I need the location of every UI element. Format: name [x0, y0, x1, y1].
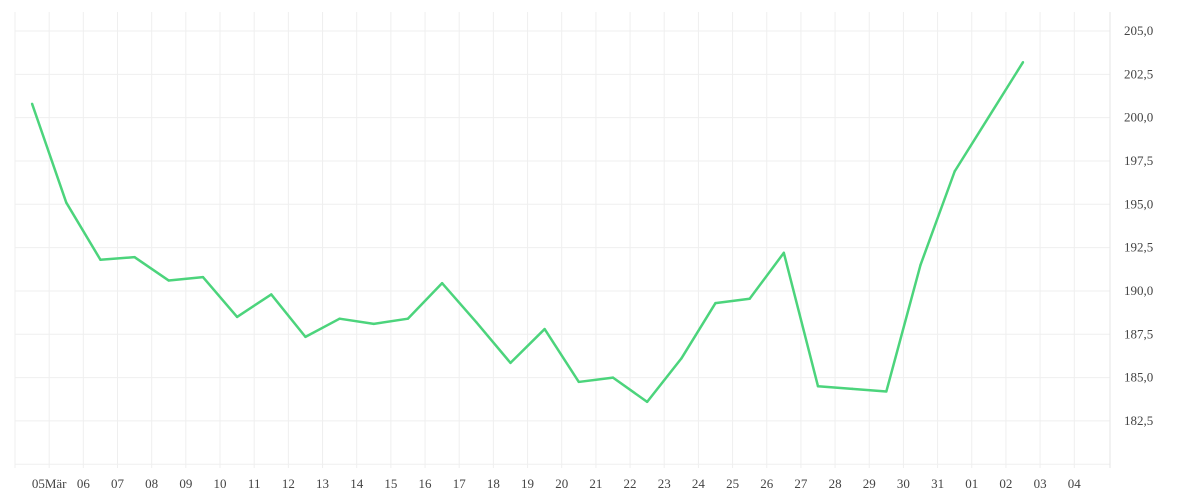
x-tick-label: 17 [453, 476, 467, 491]
data-point [953, 170, 956, 173]
y-tick-label: 192,5 [1124, 240, 1153, 255]
x-tick-label: 16 [419, 476, 433, 491]
data-point [577, 380, 581, 384]
x-tick-label: 23 [658, 476, 671, 491]
x-tick-label: 11 [248, 476, 261, 491]
series-line [30, 61, 1025, 404]
y-tick-label: 200,0 [1124, 110, 1153, 125]
data-point [850, 387, 854, 391]
x-tick-label: 25 [726, 476, 739, 491]
data-point [133, 255, 136, 259]
x-tick-label: 28 [829, 476, 842, 491]
data-point [30, 102, 34, 105]
y-tick-label: 205,0 [1124, 23, 1153, 38]
x-tick-label: 18 [487, 476, 500, 491]
data-point [440, 281, 444, 285]
x-tick-label: 07 [111, 476, 125, 491]
data-point [782, 251, 786, 255]
x-tick-label: 03 [1034, 476, 1047, 491]
data-point [509, 361, 512, 365]
data-point [201, 275, 205, 279]
data-point [1021, 60, 1025, 64]
x-tick-label: 10 [214, 476, 227, 491]
x-tick-label: 13 [316, 476, 329, 491]
x-tick-label: 04 [1068, 476, 1082, 491]
x-tick-label: 08 [145, 476, 158, 491]
x-tick-label: 21 [589, 476, 602, 491]
x-tick-label: 22 [624, 476, 637, 491]
data-point [406, 317, 410, 320]
x-tick-label: 19 [521, 476, 534, 491]
y-tick-label: 202,5 [1124, 66, 1153, 81]
x-tick-label: 31 [931, 476, 944, 491]
data-point [748, 297, 751, 300]
series-group [30, 60, 1025, 404]
data-point [987, 115, 991, 118]
data-point [816, 385, 820, 388]
data-point [99, 258, 102, 261]
x-tick-label: 30 [897, 476, 910, 491]
x-tick-label: 06 [77, 476, 91, 491]
x-tick-label: 01 [965, 476, 978, 491]
x-tick-label: 15 [384, 476, 397, 491]
data-point [885, 390, 888, 393]
x-tick-label: 29 [863, 476, 876, 491]
data-point [645, 400, 649, 404]
x-tick-label: 26 [760, 476, 774, 491]
data-point [714, 301, 717, 305]
data-point [919, 263, 922, 267]
y-tick-label: 190,0 [1124, 283, 1153, 298]
y-tick-label: 185,0 [1124, 370, 1153, 385]
data-point [270, 293, 273, 296]
x-tick-label: 09 [179, 476, 192, 491]
data-point [167, 279, 170, 282]
data-point [65, 201, 68, 204]
y-axis: 182,5 185,0 187,5 190,0 192,5 195,0 197,5 200,0… [1124, 23, 1153, 428]
x-tick-label: 14 [350, 476, 364, 491]
data-point [680, 357, 683, 360]
data-point [304, 335, 307, 339]
data-point [338, 317, 341, 320]
y-tick-label: 187,5 [1124, 326, 1153, 341]
x-axis: 05Mär 06 07 08 09 10 11 12 13 14 15 16 17 18 19 20 21 22 2… [32, 476, 1081, 491]
data-point [475, 320, 478, 324]
x-tick-label: 27 [794, 476, 808, 491]
data-point [611, 376, 615, 379]
grid [14, 12, 1110, 468]
x-tick-label: 12 [282, 476, 295, 491]
y-tick-label: 197,5 [1124, 153, 1153, 168]
y-tick-label: 182,5 [1124, 413, 1153, 428]
x-tick-label: 24 [692, 476, 706, 491]
data-point [543, 327, 546, 331]
x-tick-label: 05Mär [32, 476, 67, 491]
x-tick-label: 20 [555, 476, 568, 491]
data-point [372, 322, 375, 326]
x-tick-label: 02 [999, 476, 1012, 491]
y-tick-label: 195,0 [1124, 196, 1153, 211]
data-point [235, 315, 239, 319]
